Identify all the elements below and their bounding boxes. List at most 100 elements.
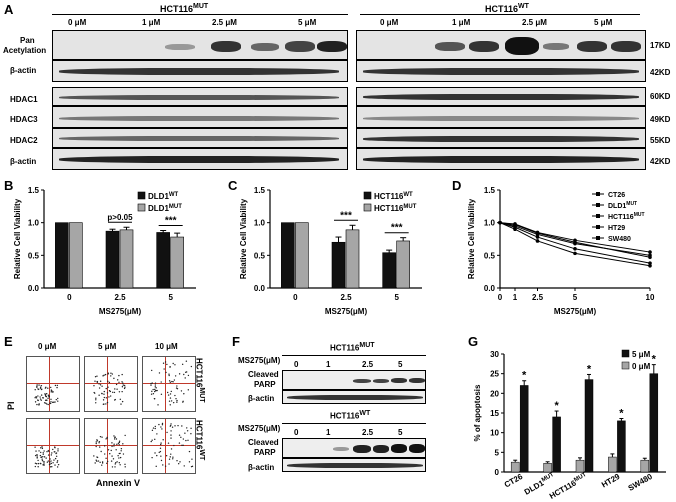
event-dot — [120, 450, 122, 452]
event-dot — [175, 397, 177, 400]
event-dot — [42, 464, 44, 466]
event-dot — [95, 402, 97, 404]
event-dot — [51, 466, 53, 468]
event-dot — [44, 393, 46, 395]
event-dot — [177, 463, 180, 465]
event-dot — [56, 460, 59, 462]
event-dot — [160, 443, 162, 446]
event-cloud — [93, 434, 126, 468]
event-dot — [151, 382, 153, 384]
panel-letter-e: E — [4, 334, 13, 349]
event-dot — [160, 455, 162, 457]
event-dot — [105, 438, 107, 440]
x-tick-label: 0 — [293, 293, 298, 302]
kd-label: 60KD — [650, 92, 671, 101]
dose-label: 0 μM — [38, 342, 57, 351]
bar — [170, 236, 184, 289]
event-dot — [93, 385, 95, 387]
event-dot — [170, 400, 173, 402]
legend-marker — [596, 236, 600, 240]
event-dot — [99, 384, 102, 386]
y-tick-label: 0.5 — [28, 251, 40, 260]
event-dot — [114, 466, 116, 468]
event-dot — [47, 397, 49, 400]
chart-d: 0.0 0.5 1.0 1.5 0 1 2.5 5 10 CT26 DLD1MUT HCT116MUT… — [467, 186, 655, 316]
event-dot — [170, 437, 172, 439]
x-axis-title: MS275(μM) — [325, 307, 368, 316]
event-dot — [35, 463, 38, 465]
event-dot — [50, 454, 53, 456]
event-dot — [95, 399, 97, 401]
event-dot — [103, 393, 105, 395]
dose-label: 5 μM — [594, 18, 613, 27]
event-cloud — [93, 372, 126, 406]
event-dot — [169, 456, 171, 458]
bar — [510, 461, 520, 473]
legend-label: 0 μM — [632, 362, 651, 371]
event-dot — [51, 390, 53, 392]
event-dot — [105, 403, 107, 405]
parp-label: PARP — [254, 380, 276, 389]
blot-hdac3-wt — [356, 106, 646, 128]
event-dot — [121, 400, 124, 403]
event-dot — [37, 388, 39, 390]
event-dot — [160, 381, 162, 383]
event-dot — [176, 401, 178, 403]
blot-hdac2-wt — [356, 128, 646, 148]
event-dot — [95, 442, 97, 445]
event-dot — [36, 384, 38, 386]
event-dot — [153, 397, 156, 400]
event-dot — [180, 390, 183, 392]
x-tick-label: 5 — [573, 293, 578, 302]
event-dot — [120, 448, 123, 450]
event-dot — [41, 447, 44, 450]
quadrant-line — [107, 419, 108, 473]
event-dot — [107, 380, 109, 382]
event-dot — [99, 380, 102, 382]
bar — [519, 385, 529, 473]
event-dot — [111, 373, 114, 375]
event-dot — [55, 455, 58, 457]
event-dot — [173, 379, 176, 381]
legend-label: DLD1WT — [148, 192, 179, 201]
chart-g: 051015202530*CT26*DLD1MUT*HCT116MUT*HT29… — [473, 349, 666, 501]
x-tick-label: HT29 — [600, 472, 622, 490]
dose-label: 2.5 μM — [522, 18, 547, 27]
event-dot — [167, 442, 170, 444]
x-tick-label: 2.5 — [340, 293, 352, 302]
event-dot — [54, 457, 57, 460]
significance-label: * — [587, 363, 592, 375]
event-dot — [42, 453, 44, 455]
event-dot — [158, 451, 160, 454]
event-dot — [120, 403, 122, 405]
dose-label: 1 μM — [142, 18, 161, 27]
event-cloud — [150, 360, 193, 406]
event-dot — [191, 465, 194, 468]
event-dot — [184, 432, 186, 434]
event-dot — [151, 439, 153, 441]
event-dot — [35, 450, 37, 452]
event-dot — [187, 374, 190, 377]
event-dot — [158, 372, 161, 374]
event-dot — [181, 444, 183, 447]
event-dot — [118, 391, 121, 393]
legend-marker — [596, 203, 600, 207]
dose-label: 2.5 — [362, 428, 374, 437]
x-tick-label: 1 — [513, 293, 518, 302]
panel-letter-f: F — [232, 334, 240, 349]
event-dot — [155, 389, 157, 392]
legend-marker — [596, 192, 600, 196]
event-dot — [106, 401, 109, 404]
event-dot — [101, 385, 103, 387]
event-dot — [107, 449, 110, 451]
row-label-actin-2: β-actin — [10, 157, 37, 166]
event-dot — [124, 463, 126, 466]
event-dot — [176, 387, 179, 390]
quadrant-line — [27, 383, 79, 384]
event-dot — [172, 381, 174, 383]
event-dot — [37, 395, 39, 397]
bar — [55, 222, 69, 289]
event-dot — [124, 434, 126, 437]
event-dot — [95, 397, 97, 399]
event-dot — [160, 393, 163, 395]
